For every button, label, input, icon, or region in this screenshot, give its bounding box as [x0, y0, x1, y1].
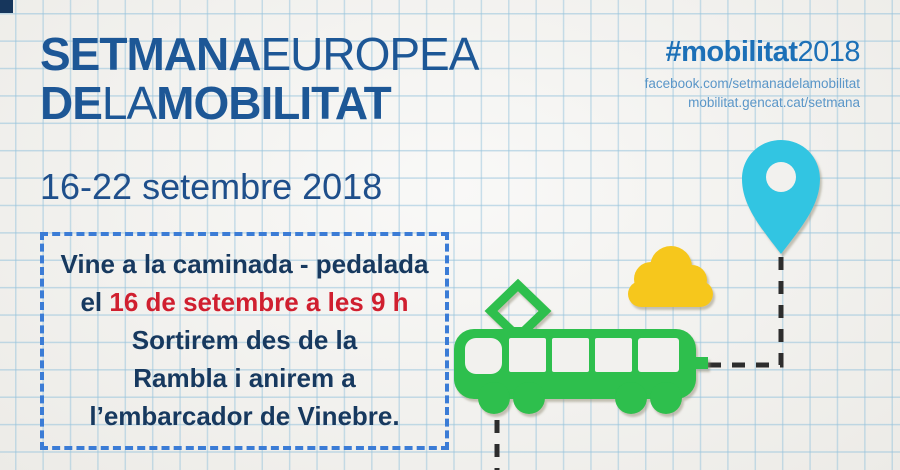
header-right: #mobilitat2018 facebook.com/setmanadelam…	[645, 36, 861, 112]
title-mobilitat: MOBILITAT	[156, 77, 392, 129]
website-link: mobilitat.gencat.cat/setmana	[688, 95, 860, 110]
event-dates: 16-22 setembre 2018	[40, 166, 383, 207]
hashtag-year: 2018	[797, 36, 860, 68]
announcement-line-3: Sortirem des de la	[131, 325, 358, 355]
location-pin-icon	[742, 140, 820, 254]
title-de: DE	[40, 77, 103, 129]
announcement-date-highlight: 16 de setembre a les 9 h	[109, 287, 409, 317]
tram-windows	[465, 338, 679, 374]
title-europea: EUROPEA	[260, 28, 479, 80]
route-illustration	[454, 140, 820, 470]
corner-mark	[0, 0, 13, 13]
poster-title: SETMANAEUROPEA DELAMOBILITAT	[40, 28, 479, 128]
title-line-1: SETMANAEUROPEA	[40, 28, 479, 80]
hashtag-text: #mobilitat	[665, 36, 798, 68]
announcement-line-2: el 16 de setembre a les 9 h	[44, 283, 445, 321]
cloud-icon	[628, 246, 713, 307]
announcement-line-1: Vine a la caminada - pedalada	[60, 249, 429, 279]
links: facebook.com/setmanadelamobilitat mobili…	[645, 74, 860, 112]
title-line-2: DELAMOBILITAT	[40, 79, 478, 128]
tram-icon	[454, 278, 708, 414]
hashtag: #mobilitat2018	[645, 36, 861, 69]
announcement-line-4: Rambla i anirem a	[133, 363, 356, 393]
dashed-route-line	[702, 257, 784, 368]
announcement-box: Vine a la caminada - pedalada el 16 de s…	[40, 232, 449, 450]
title-setmana: SETMANA	[40, 28, 261, 80]
title-la: LA	[101, 77, 157, 129]
facebook-link: facebook.com/setmanadelamobilitat	[644, 76, 860, 91]
announcement-line-5: l’embarcador de Vinebre.	[89, 401, 400, 431]
announcement-line-2-prefix: el	[80, 287, 110, 317]
